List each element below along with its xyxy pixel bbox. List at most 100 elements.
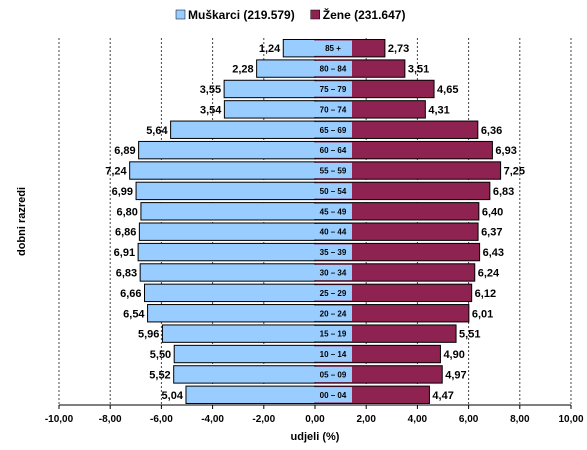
male-value-label: 7,24 (105, 166, 127, 178)
female-value-label: 6,12 (475, 288, 496, 300)
female-value-label: 6,24 (478, 267, 500, 279)
y-axis-title: dobni razredi (16, 187, 28, 256)
age-group-label: 50 – 54 (320, 187, 347, 196)
age-group-box (314, 366, 352, 383)
male-value-label: 1,24 (259, 43, 281, 55)
bar-male (173, 365, 316, 384)
female-value-label: 6,40 (482, 206, 503, 218)
age-group-label: 00 – 04 (320, 391, 347, 400)
age-group-box (314, 60, 352, 77)
female-value-label: 3,51 (408, 64, 429, 76)
age-group-label: 65 – 69 (320, 126, 347, 135)
x-tick-label: 0,00 (305, 414, 325, 425)
x-tick-label: -6,00 (150, 414, 173, 425)
x-tick-label: -8,00 (99, 414, 122, 425)
female-value-label: 2,73 (388, 43, 409, 55)
x-tick-label: -4,00 (201, 414, 224, 425)
legend-label: Žene (231.647) (323, 7, 406, 22)
male-value-label: 6,83 (116, 267, 137, 279)
age-group-label: 60 – 64 (320, 146, 347, 155)
male-value-label: 6,91 (114, 247, 135, 259)
male-value-label: 3,55 (200, 84, 221, 96)
bar-male (223, 100, 316, 119)
female-value-label: 4,65 (437, 84, 458, 96)
bar-male (137, 242, 316, 262)
male-value-label: 6,99 (112, 186, 133, 198)
x-tick-label: -2,00 (252, 414, 275, 425)
female-value-label: 4,97 (445, 369, 466, 381)
male-value-label: 6,86 (115, 227, 136, 239)
female-value-label: 6,36 (481, 125, 502, 137)
male-value-label: 5,50 (150, 349, 171, 361)
x-axis-title: udjeli (%) (291, 431, 340, 443)
age-group-box (314, 203, 352, 219)
bar-male (173, 344, 316, 364)
age-group-box (314, 224, 352, 240)
male-value-label: 2,28 (232, 64, 253, 76)
age-group-box (314, 142, 352, 158)
legend-label: Muškarci (219.579) (188, 8, 295, 22)
bar-male (147, 304, 316, 323)
legend-swatch (310, 9, 320, 20)
age-group-label: 15 – 19 (320, 330, 347, 339)
male-value-label: 5,64 (146, 125, 168, 137)
age-group-box (314, 285, 352, 301)
bar-male (138, 222, 316, 241)
male-value-label: 6,66 (120, 288, 141, 300)
female-value-label: 4,31 (428, 104, 449, 116)
bar-male (140, 202, 316, 221)
bar-male (138, 140, 316, 160)
grid-lines (58, 38, 572, 405)
male-value-label: 6,54 (123, 308, 145, 320)
bar-male (144, 283, 316, 303)
female-value-label: 6,01 (472, 308, 493, 320)
bar-male (223, 79, 316, 99)
age-group-box (314, 346, 352, 362)
age-group-label: 20 – 24 (320, 309, 347, 318)
bar-male (256, 59, 316, 78)
age-group-box (314, 40, 352, 56)
age-group-label: 85 + (325, 44, 341, 53)
bar-male (129, 161, 316, 180)
x-tick-label: 2,00 (356, 414, 376, 425)
male-value-label: 5,52 (149, 369, 170, 381)
x-tick-label: -10,00 (45, 414, 74, 425)
male-value-label: 3,54 (200, 104, 222, 116)
age-group-box (314, 244, 352, 260)
female-value-label: 4,47 (432, 390, 453, 402)
bar-male (170, 120, 316, 139)
female-value-label: 5,51 (459, 329, 480, 341)
data-labels: 85 + 1,24 2,73 80 – 84 2,28 3,51 75 – 79 3,55 4,… (105, 43, 525, 402)
bar-male (139, 263, 316, 282)
age-group-box (314, 81, 352, 97)
legend-swatch (175, 9, 186, 20)
bars (129, 39, 502, 405)
age-group-label: 40 – 44 (320, 228, 347, 237)
female-value-label: 7,25 (504, 166, 525, 178)
age-group-box (314, 387, 352, 403)
male-value-label: 5,96 (138, 329, 159, 341)
age-group-label: 30 – 34 (320, 268, 347, 277)
female-value-label: 6,83 (493, 186, 514, 198)
legend: Muškarci (219.579) Žene (231.647) (175, 7, 406, 22)
x-axis: -10,00 -8,00 -6,00 -4,00 -2,00 0,00 2,00 4,00 6,… (45, 404, 584, 425)
age-group-label: 35 – 39 (320, 248, 347, 257)
bar-male (135, 181, 316, 201)
age-group-label: 70 – 74 (320, 105, 347, 114)
age-group-box (314, 264, 352, 281)
x-tick-label: 10,00 (558, 414, 583, 425)
female-value-label: 4,90 (443, 349, 464, 361)
female-value-label: 6,43 (483, 247, 504, 259)
age-group-label: 80 – 84 (320, 65, 347, 74)
x-tick-label: 6,00 (459, 414, 479, 425)
bar-male (282, 39, 316, 58)
age-group-label: 10 – 14 (320, 350, 347, 359)
age-group-box (314, 305, 352, 321)
age-group-box (314, 162, 352, 179)
male-value-label: 6,89 (114, 145, 135, 157)
age-group-box (314, 122, 352, 138)
age-group-label: 75 – 79 (320, 85, 347, 94)
x-tick-label: 8,00 (510, 414, 530, 425)
